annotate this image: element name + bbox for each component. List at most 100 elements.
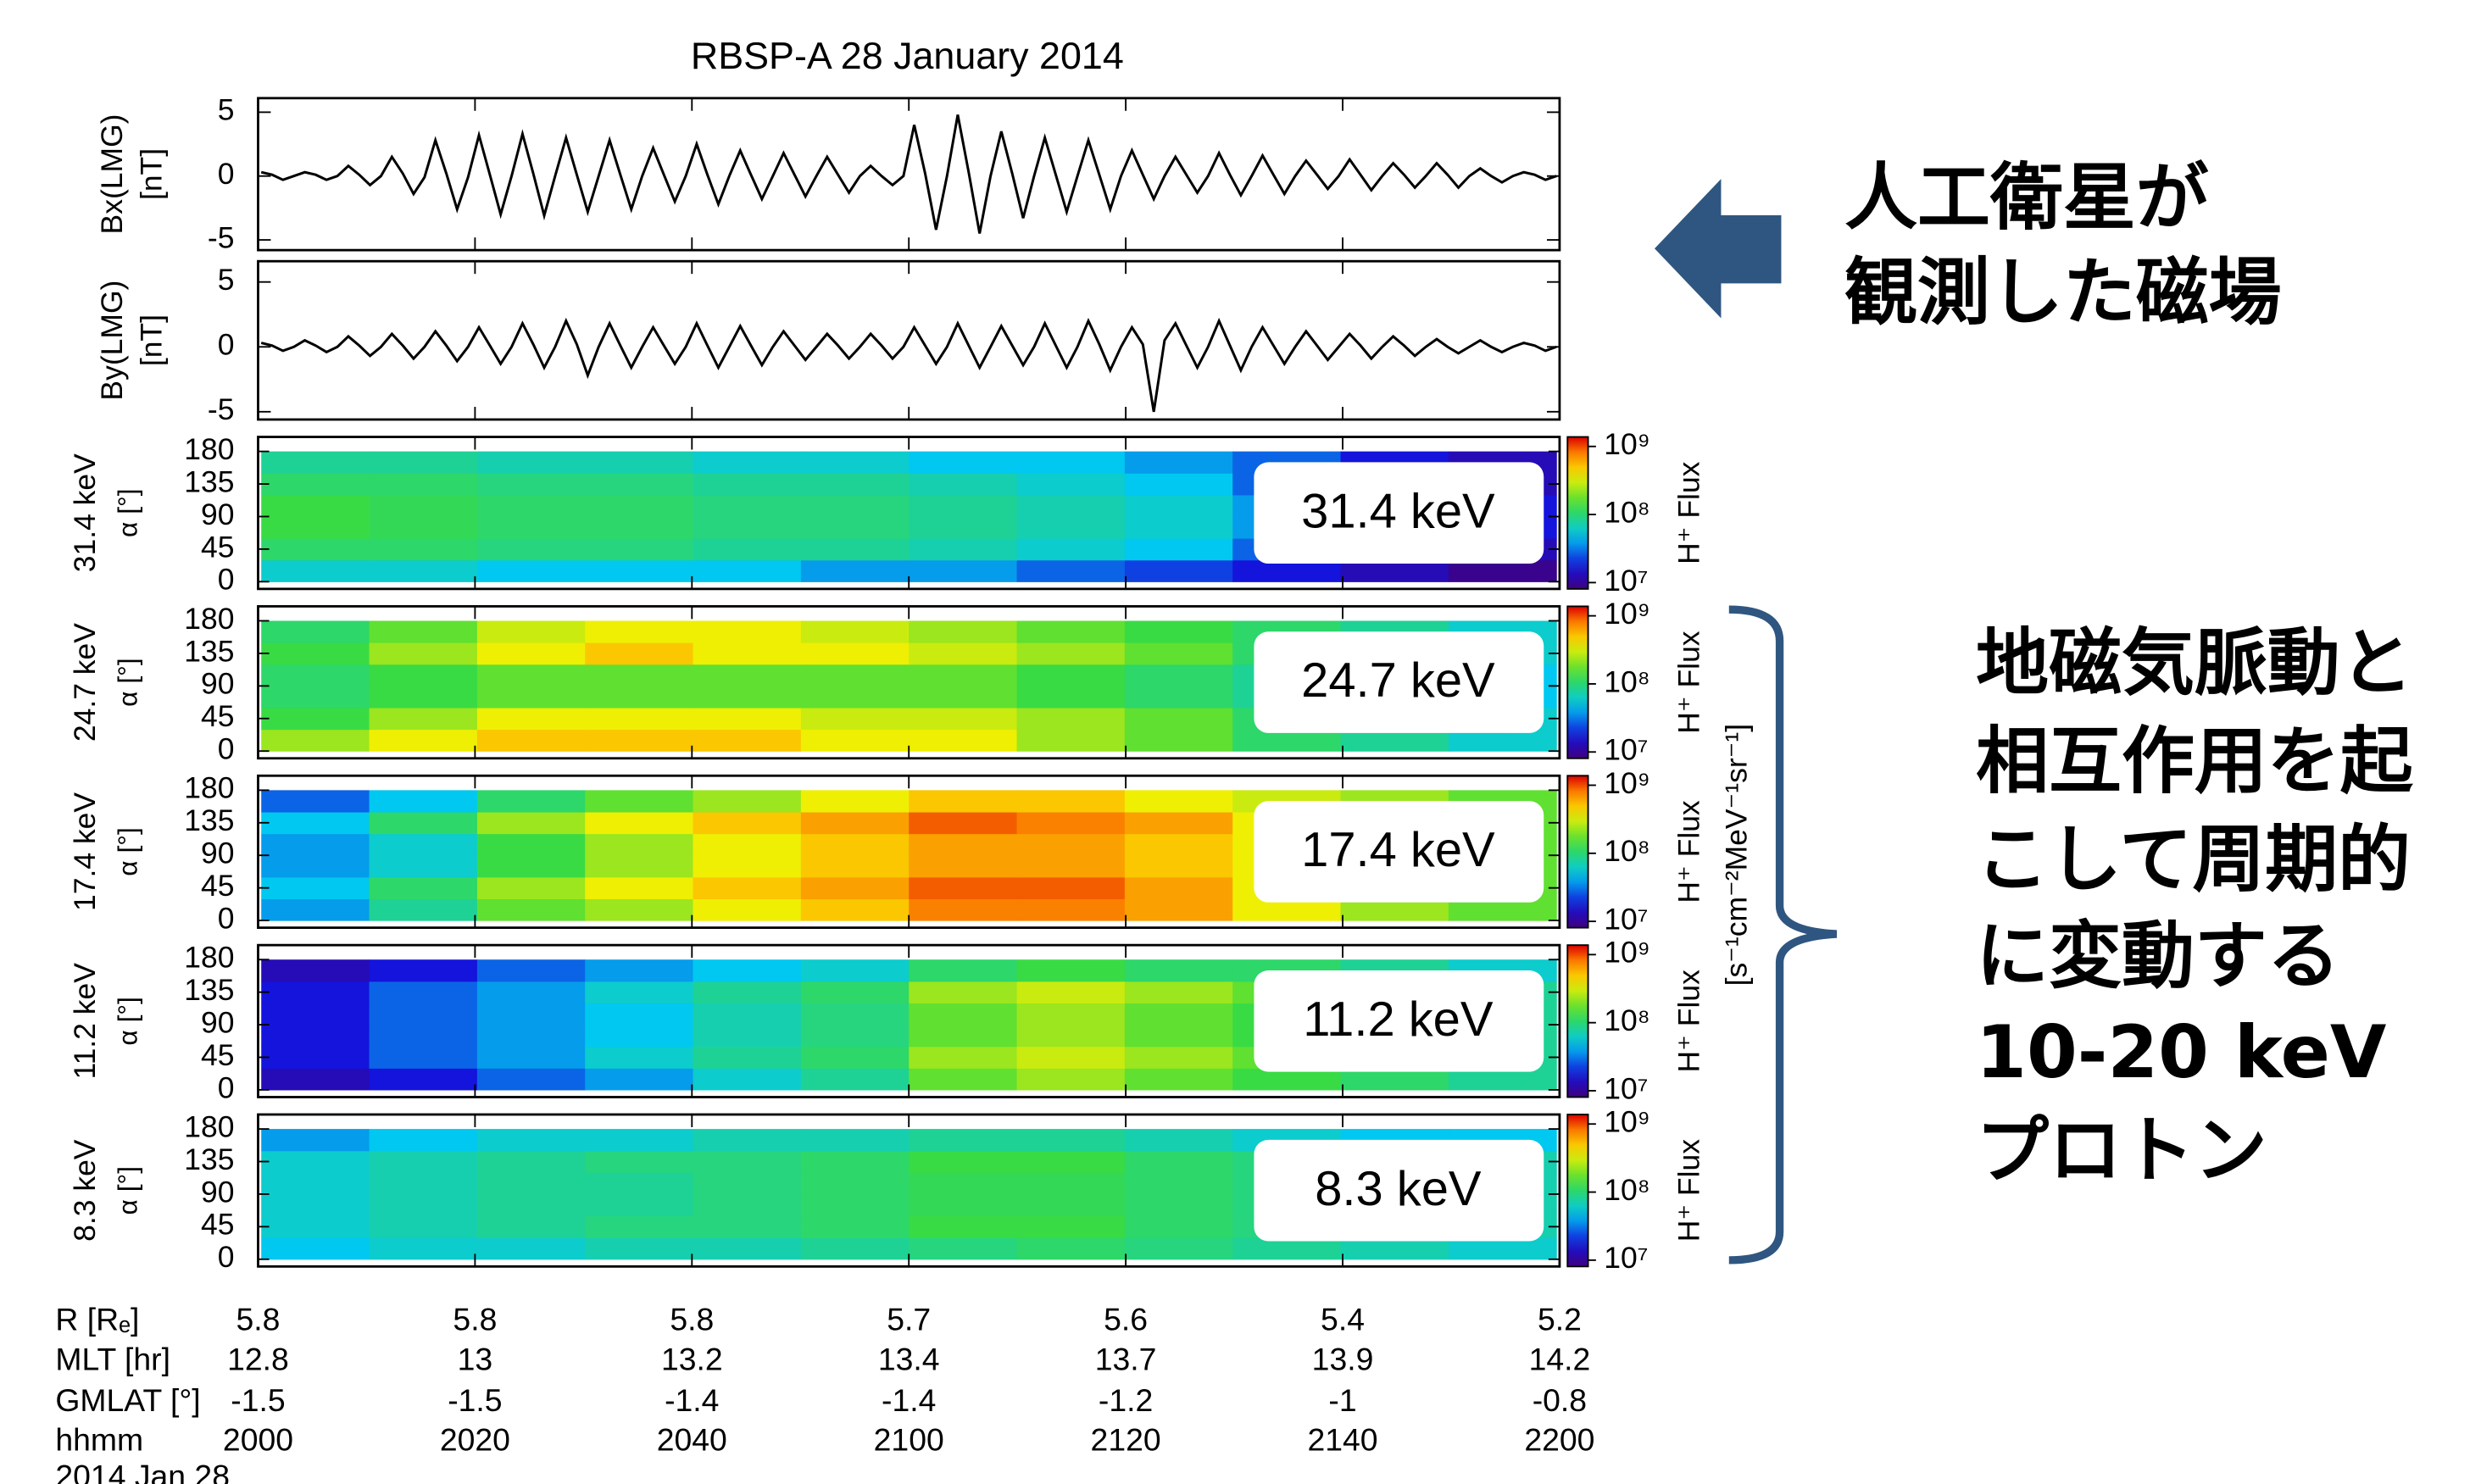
heatmap-cell (261, 1150, 370, 1173)
heatmap-cell (369, 981, 478, 1004)
heatmap-cell (1016, 620, 1126, 643)
heatmap-cell (585, 620, 694, 643)
heatmap-cell (800, 1068, 910, 1091)
heatmap-cell (585, 981, 694, 1004)
y-axis-label: Bx(LMG) (95, 114, 129, 234)
heatmap-cell (800, 559, 910, 582)
heatmap-cell (585, 642, 694, 665)
colorbar-tick-label: 10⁹ (1604, 766, 1650, 800)
heatmap-cell (476, 620, 586, 643)
y-tick-label: 0 (218, 328, 235, 362)
heatmap-cell (1124, 876, 1233, 900)
heatmap-cell (1016, 811, 1126, 835)
heatmap-cell (1016, 1068, 1126, 1091)
heatmap-cell (1232, 898, 1342, 921)
heatmap-cell (261, 494, 370, 518)
heatmap-cell (585, 1025, 694, 1048)
brace-text: 10-20 keV (1976, 1010, 2387, 1095)
table-cell: 13.7 (1095, 1341, 1157, 1376)
y-tick-label: 90 (201, 497, 234, 531)
heatmap-cell (693, 494, 802, 518)
y-tick-label: 135 (184, 1142, 234, 1176)
y-tick-label: -5 (208, 220, 235, 254)
y-tick-label: 0 (218, 157, 235, 191)
heatmap-cell (1448, 1237, 1557, 1260)
heatmap-cell (1124, 1046, 1233, 1069)
y-tick-label: 45 (201, 1038, 234, 1072)
heatmap-cell (369, 898, 478, 921)
heatmap-cell (369, 516, 478, 539)
table-row-label: hhmm (55, 1422, 143, 1458)
heatmap-cell (261, 876, 370, 900)
heatmap-cell (369, 1193, 478, 1217)
heatmap-cell (1016, 473, 1126, 496)
heatmap-cell (693, 620, 802, 643)
heatmap-cell (909, 1025, 1018, 1048)
heatmap-cell (476, 1068, 586, 1091)
heatmap-cell (261, 1025, 370, 1048)
heatmap-cell (1124, 833, 1233, 856)
heatmap-cell (585, 686, 694, 709)
heatmap-cell (1124, 1193, 1233, 1217)
heatmap-cell (1016, 538, 1126, 561)
y-tick-label: 5 (218, 93, 235, 127)
table-cell: 14.2 (1529, 1341, 1591, 1376)
heatmap-cell (1448, 559, 1557, 582)
table-cell: 13 (458, 1341, 493, 1376)
heatmap-cell (369, 707, 478, 731)
heatmap-cell (1340, 559, 1449, 582)
heatmap-cell (261, 855, 370, 878)
heatmap-cell (1016, 664, 1126, 686)
energy-label: 17.4 keV (68, 792, 102, 911)
heatmap-cell (1340, 1237, 1449, 1260)
heatmap-cell (693, 1150, 802, 1173)
heatmap-cell (693, 686, 802, 709)
energy-label: 11.2 keV (68, 963, 102, 1080)
y-axis-label: α [°] (113, 488, 143, 537)
colorbar-label: H⁺ Flux (1672, 461, 1705, 564)
heatmap-cell (1016, 516, 1126, 539)
heatmap-cell (693, 855, 802, 878)
heatmap-cell (1016, 981, 1126, 1004)
colorbar-tick-label: 10⁷ (1604, 1071, 1648, 1105)
energy-label: 31.4 keV (68, 453, 102, 572)
heatmap-cell (800, 981, 910, 1004)
heatmap-cell (800, 833, 910, 856)
heatmap-cell (1016, 642, 1126, 665)
colorbar (1566, 775, 1589, 929)
heatmap-cell (476, 1025, 586, 1048)
heatmap-cell (909, 790, 1018, 813)
heatmap-cell (909, 1046, 1018, 1069)
heatmap-cell (476, 451, 586, 474)
heatmap-cell (585, 1129, 694, 1152)
heatmap-cell (261, 833, 370, 856)
heatmap-cell (909, 1129, 1018, 1152)
heatmap-cell (369, 473, 478, 496)
heatmap-cell (369, 664, 478, 686)
heatmap-cell (476, 516, 586, 539)
table-cell: 2100 (874, 1422, 944, 1458)
colorbar (1566, 944, 1589, 1098)
heatmap-cell (1124, 1025, 1233, 1048)
colorbar (1566, 605, 1589, 759)
heatmap-cell (909, 473, 1018, 496)
heatmap-cell (476, 538, 586, 561)
heatmap-cell (261, 1068, 370, 1091)
y-tick-label: 90 (201, 836, 234, 870)
heatmap-cell (585, 811, 694, 835)
colorbar-tick-label: 10⁷ (1604, 564, 1648, 597)
heatmap-cell (476, 686, 586, 709)
table-cell: 2000 (223, 1422, 293, 1458)
flux-unit: [s⁻¹cm⁻²MeV⁻¹sr⁻¹] (1719, 724, 1753, 986)
heatmap-cell (1124, 451, 1233, 474)
heatmap-cell (585, 494, 694, 518)
heatmap-cell (800, 811, 910, 835)
heatmap-cell (1016, 559, 1126, 582)
heatmap-cell (1124, 1129, 1233, 1152)
heatmap-cell (909, 1172, 1018, 1195)
heatmap-cell (1232, 729, 1342, 752)
y-tick-label: 5 (218, 263, 235, 297)
heatmap-cell (369, 538, 478, 561)
heatmap-cell (369, 642, 478, 665)
table-cell: 13.4 (878, 1341, 940, 1376)
